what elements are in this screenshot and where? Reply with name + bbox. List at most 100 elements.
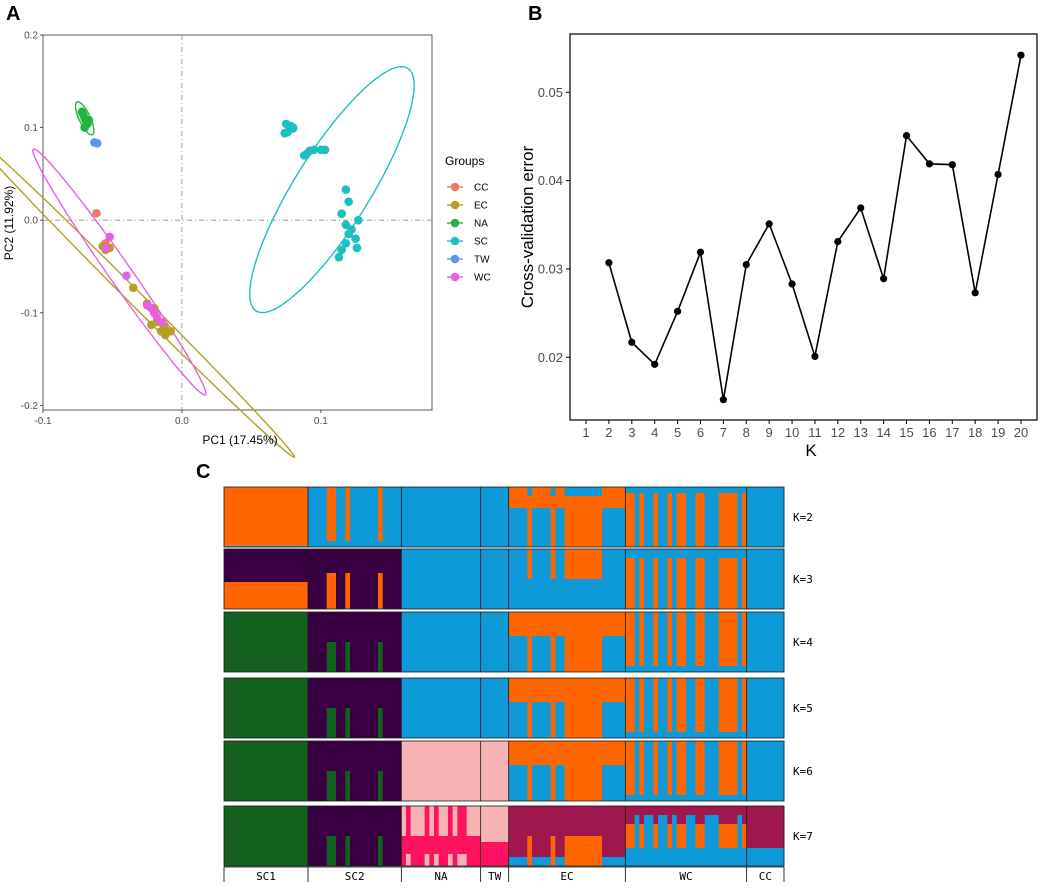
- ancestry-bar: [616, 508, 622, 547]
- ancestry-bar: [238, 549, 244, 582]
- ancestry-bar: [326, 678, 332, 708]
- ancestry-bar: [718, 493, 724, 547]
- point-tw: [90, 138, 99, 147]
- group-label-sc1: SC1: [256, 870, 276, 883]
- cv-x-tick-label: 6: [697, 425, 704, 440]
- cv-point: [628, 338, 636, 346]
- ancestry-bar: [541, 806, 547, 857]
- ancestry-bar: [322, 741, 328, 801]
- ancestry-bar: [401, 741, 407, 801]
- ancestry-bar: [532, 636, 538, 672]
- cv-x-tick-label: 15: [899, 425, 913, 440]
- ancestry-bar: [392, 678, 398, 738]
- ancestry-bar: [522, 857, 528, 866]
- ancestry-bar: [326, 708, 332, 738]
- ancestry-bar: [359, 741, 365, 801]
- ancestry-bar: [728, 741, 734, 795]
- ancestry-bar: [247, 678, 253, 738]
- point-sc: [341, 239, 351, 248]
- cv-x-tick-label: 16: [922, 425, 936, 440]
- ancestry-bar: [630, 806, 636, 824]
- ancestry-bar: [681, 848, 687, 866]
- ancestry-bar: [550, 487, 556, 496]
- cv-x-axis-label: K: [805, 441, 817, 460]
- ancestry-bar: [378, 573, 384, 609]
- ancestry-bar: [233, 549, 239, 582]
- ancestry-bar: [746, 678, 752, 738]
- ancestry-bar: [714, 741, 720, 801]
- ancestry-bar: [312, 487, 318, 547]
- ancestry-bar: [723, 549, 729, 558]
- ancestry-bar: [616, 741, 622, 765]
- ancestry-bar: [350, 678, 356, 738]
- point-sc: [299, 151, 309, 160]
- ancestry-bar: [774, 612, 780, 672]
- pca-points: [77, 107, 363, 340]
- ancestry-bar: [588, 487, 594, 496]
- ancestry-bar: [606, 741, 612, 765]
- ancestry-bar: [653, 806, 659, 824]
- ancestry-bar: [560, 508, 566, 547]
- ancestry-bar: [410, 741, 416, 801]
- pca-y-tick-label: 0.2: [24, 31, 38, 42]
- ancestry-bar: [532, 612, 538, 636]
- ancestry-bar: [714, 549, 720, 609]
- cv-x-tick-label: 9: [766, 425, 773, 440]
- ancestry-bar: [368, 487, 374, 547]
- ancestry-bar: [737, 487, 743, 547]
- ancestry-bar: [289, 678, 295, 738]
- ancestry-bar: [228, 678, 234, 738]
- ancestry-bar: [625, 824, 631, 848]
- group-label-ec: EC: [560, 870, 573, 883]
- ancestry-bar: [485, 678, 491, 738]
- ancestry-bar: [242, 487, 248, 546]
- ancestry-bar: [392, 612, 398, 672]
- ancestry-bar: [602, 702, 608, 738]
- ancestry-bar: [256, 741, 262, 801]
- ancestry-bar: [424, 806, 430, 854]
- ancestry-bar: [499, 549, 505, 609]
- ancestry-bar: [401, 612, 407, 672]
- ancestry-bar: [541, 487, 547, 508]
- ancestry-bar: [751, 741, 757, 801]
- ancestry-bar: [261, 678, 267, 738]
- ancestry-bar: [466, 741, 472, 801]
- ancestry-bar: [466, 836, 472, 866]
- ancestry-bar: [532, 508, 538, 547]
- ancestry-bar: [728, 795, 734, 801]
- ancestry-bar: [742, 795, 748, 801]
- ancestry-bar: [583, 579, 589, 609]
- ancestry-bar: [602, 857, 608, 866]
- ancestry-bar: [331, 741, 337, 771]
- ancestry-bar: [751, 848, 757, 866]
- ancestry-bar: [611, 636, 617, 672]
- ancestry-bar: [522, 487, 528, 508]
- ancestry-bar: [751, 487, 757, 547]
- ancestry-bar: [233, 741, 239, 801]
- ancestry-bar: [350, 549, 356, 609]
- admixture-row-k5: K=5: [223, 677, 813, 739]
- ancestry-bar: [289, 741, 295, 801]
- ancestry-bar: [700, 848, 706, 866]
- point-sc: [352, 243, 362, 253]
- ancestry-bar: [298, 582, 304, 609]
- ancestry-bar: [742, 848, 748, 866]
- ancestry-bar: [611, 702, 617, 738]
- ancestry-bar: [270, 741, 276, 801]
- pca-plot: -0.1 0.0 0.1 -0.2 -0.1 0.0 0.1 0.2 PC1 (17.45%)…: [0, 31, 491, 458]
- ancestry-bar: [438, 549, 444, 609]
- ancestry-bar: [499, 612, 505, 672]
- ancestry-bar: [681, 549, 687, 558]
- ellipse-ec: [0, 156, 296, 458]
- ancestry-bar: [518, 487, 524, 508]
- ancestry-bar: [406, 612, 412, 672]
- ancestry-bar: [676, 824, 682, 848]
- ancestry-bar: [429, 678, 435, 738]
- cv-point: [673, 307, 682, 315]
- ancestry-bar: [224, 582, 230, 609]
- ancestry-bar: [238, 806, 244, 866]
- ancestry-bar: [574, 741, 580, 801]
- ancestry-bar: [424, 487, 430, 547]
- ancestry-bar: [611, 741, 617, 765]
- ancestry-bar: [303, 582, 309, 609]
